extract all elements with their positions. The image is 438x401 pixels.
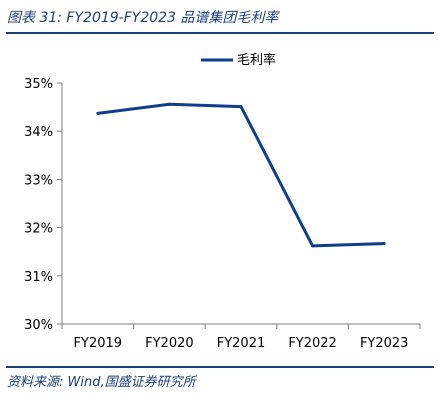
- data-point: [382, 242, 386, 246]
- title-rule: [6, 32, 434, 34]
- x-tick-label: FY2020: [145, 336, 194, 351]
- figure-source: 资料来源: Wind,国盛证券研究所: [7, 375, 196, 390]
- x-axis: FY2019 FY2020 FY2021 FY2022 FY2023: [61, 323, 421, 351]
- y-tick-label: 31%: [24, 270, 53, 285]
- figure-title: 图表 31: FY2019-FY2023 品谱集团毛利率: [7, 10, 279, 26]
- data-point: [239, 105, 243, 109]
- source-rule: [6, 366, 434, 368]
- x-tick-label: FY2019: [74, 336, 123, 351]
- y-axis: 30% 31% 32% 33% 34% 35%: [24, 77, 63, 333]
- x-tick-label: FY2021: [217, 336, 266, 351]
- y-tick-label: 35%: [24, 77, 53, 92]
- y-tick-label: 34%: [24, 125, 53, 140]
- series-line: [97, 102, 385, 248]
- x-tick-label: FY2023: [360, 336, 409, 351]
- y-tick-label: 30%: [24, 318, 53, 333]
- legend: 毛利率: [201, 52, 276, 68]
- data-point: [96, 111, 100, 115]
- data-point: [311, 244, 315, 248]
- y-tick-label: 32%: [24, 222, 53, 237]
- legend-label: 毛利率: [237, 52, 276, 68]
- y-tick-label: 33%: [24, 173, 53, 188]
- line-chart: 毛利率 30% 31% 32% 33% 34% 35% FY2019 FY2020 FY202…: [24, 52, 421, 351]
- data-point: [167, 102, 171, 106]
- x-tick-label: FY2022: [288, 336, 337, 351]
- series-layer: [96, 102, 386, 248]
